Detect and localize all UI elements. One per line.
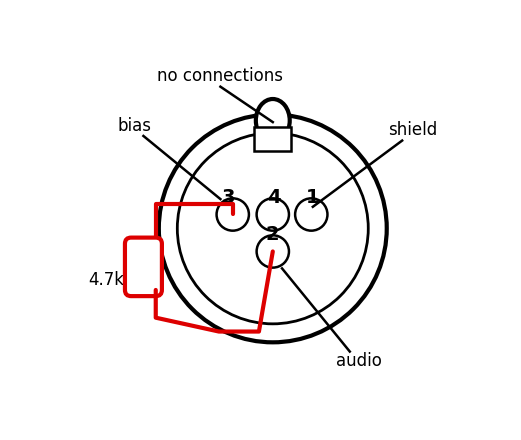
Text: 2: 2 — [266, 225, 280, 244]
Ellipse shape — [256, 99, 290, 142]
Text: 1: 1 — [306, 188, 320, 207]
Text: 4.7k: 4.7k — [89, 271, 125, 289]
Text: shield: shield — [388, 121, 438, 139]
FancyBboxPatch shape — [125, 238, 162, 296]
Text: no connections: no connections — [157, 67, 283, 85]
Text: bias: bias — [117, 117, 151, 135]
Bar — [254, 127, 291, 151]
Text: 4: 4 — [267, 188, 281, 207]
Text: audio: audio — [336, 352, 382, 370]
Text: 3: 3 — [221, 188, 235, 207]
